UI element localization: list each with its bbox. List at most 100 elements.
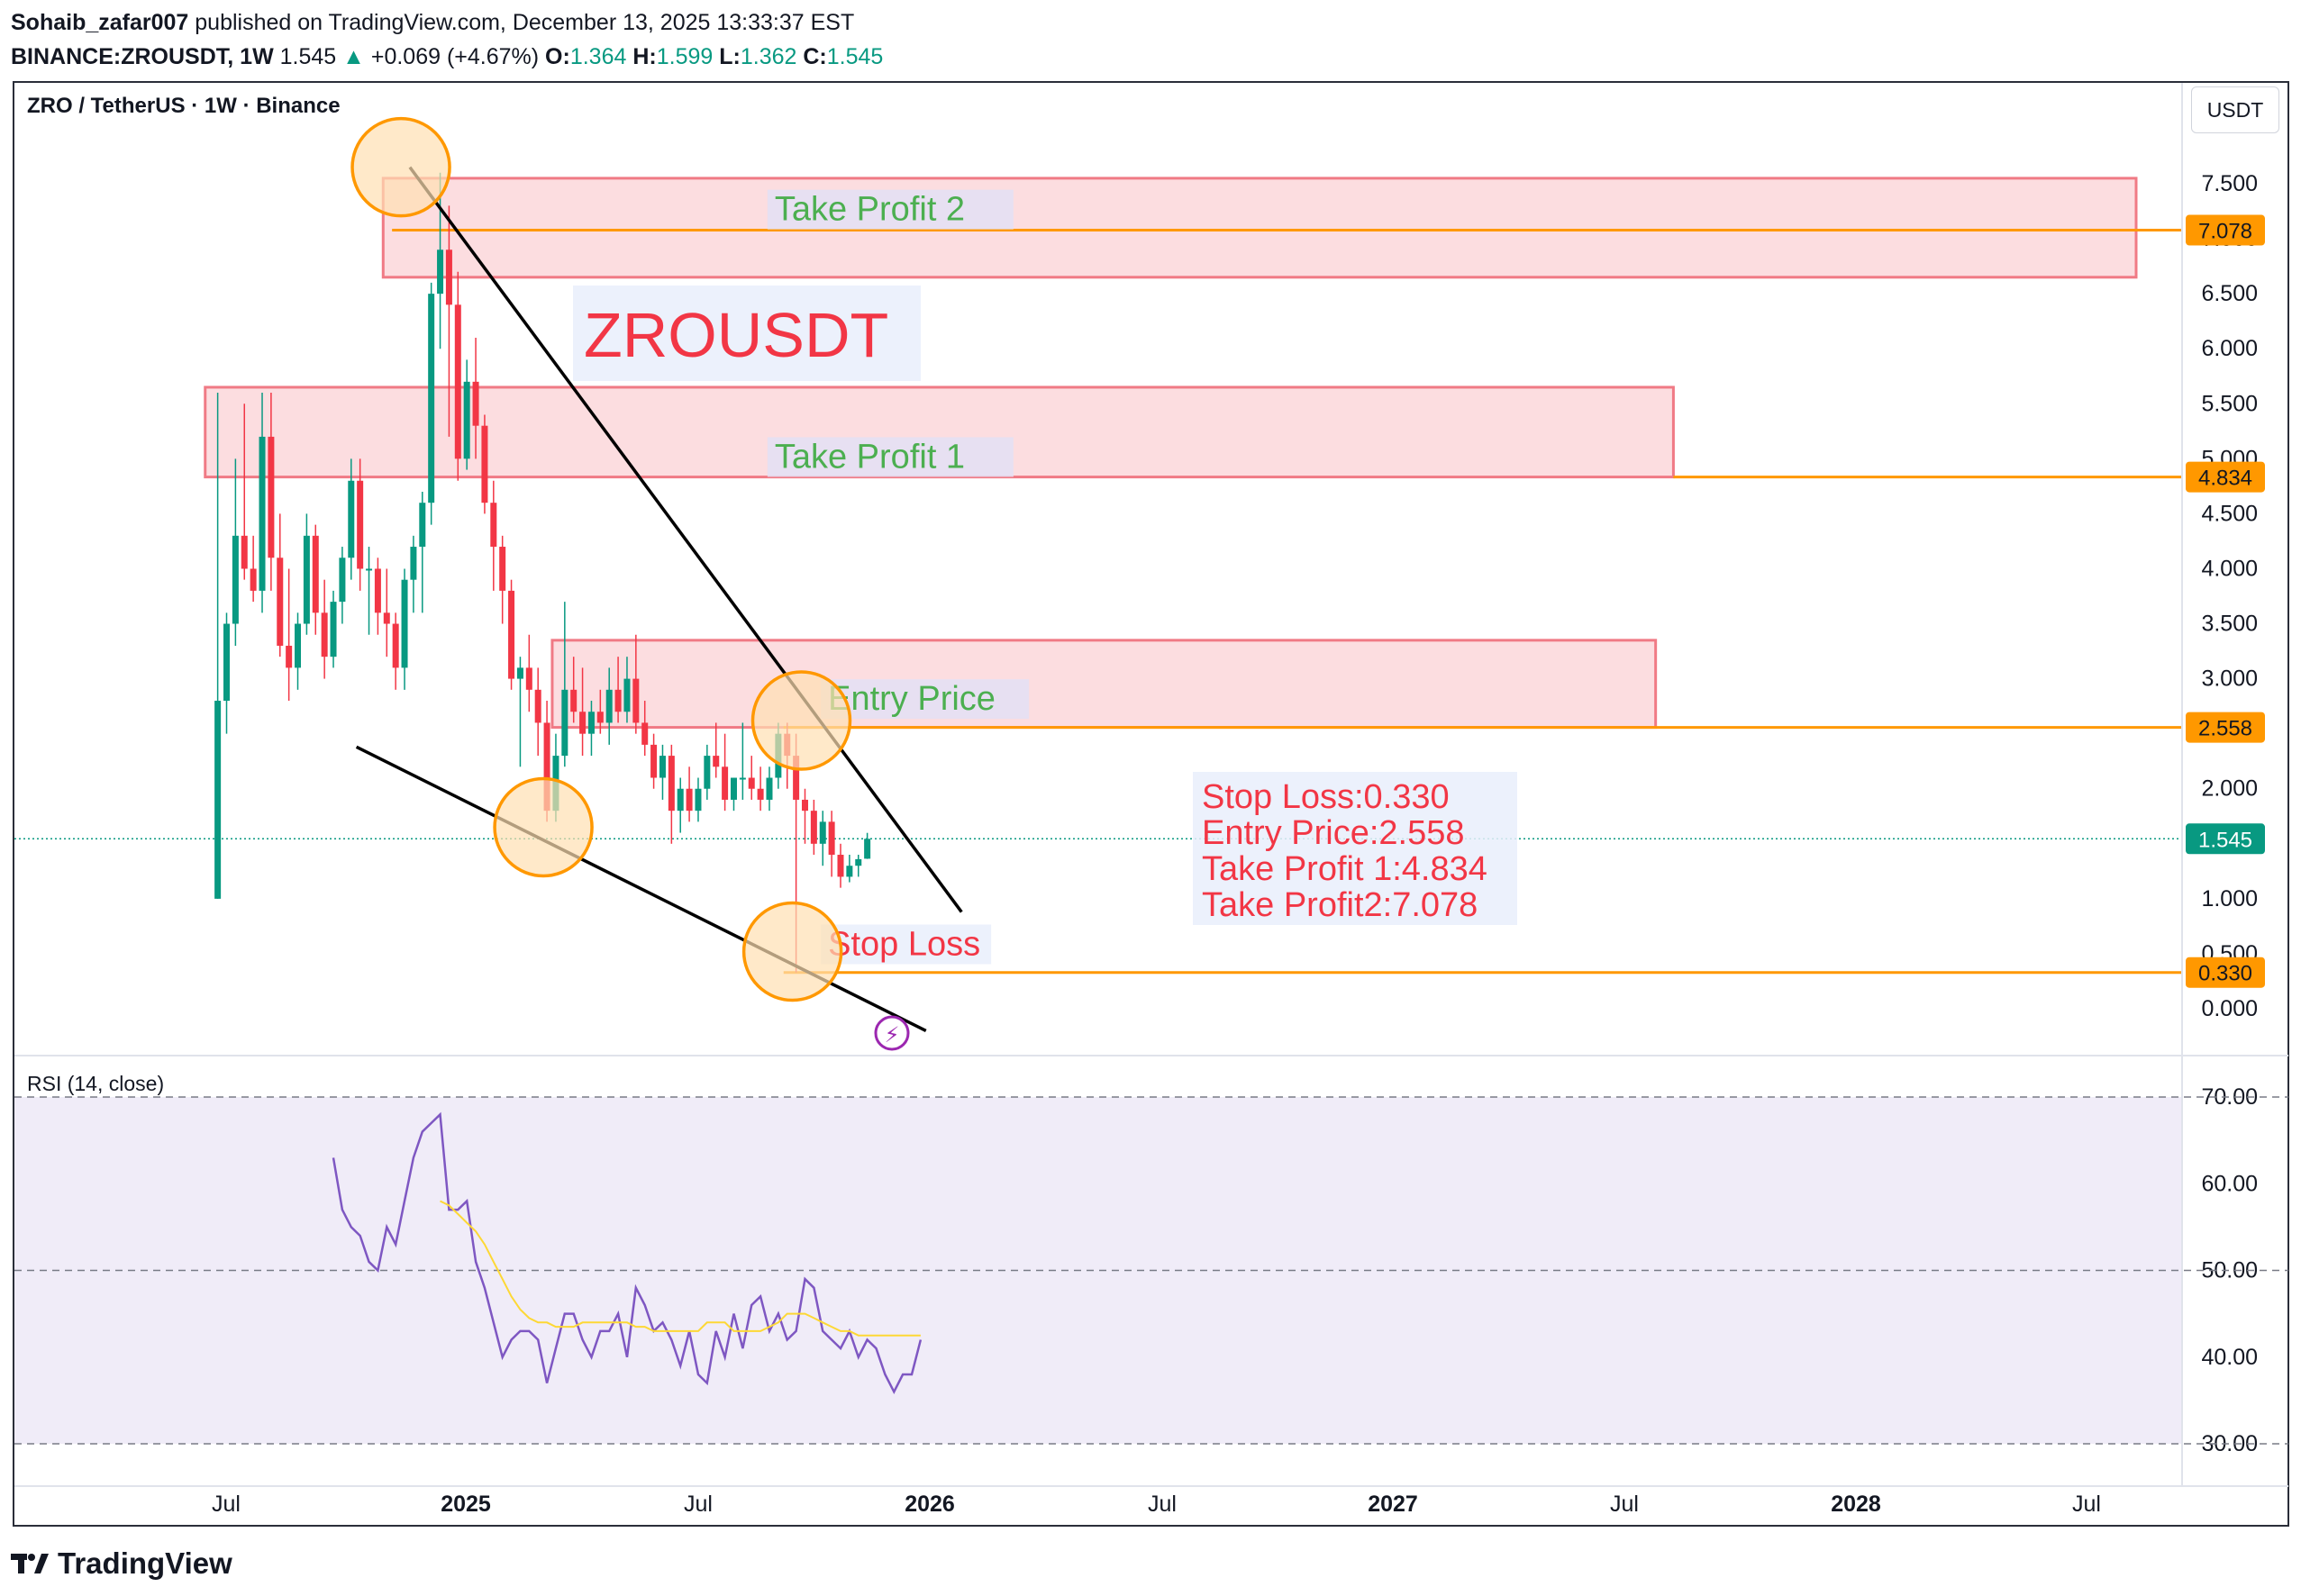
price-axis-label: 3.000 [2201,667,2258,692]
target-zone [550,639,1658,730]
time-axis-label: Jul [1148,1492,1177,1517]
author-name[interactable]: Sohaib_zafar007 [11,10,189,35]
candle-body [641,722,649,745]
change-arrow-icon: ▲ [342,44,365,69]
candle-body [428,294,435,503]
candle-body [695,788,702,812]
candle-body [463,381,470,459]
tradingview-logo[interactable]: TradingView [11,1546,232,1581]
candle-body [445,249,452,305]
high-value: 1.599 [656,44,714,69]
candle-body [357,480,364,569]
candle-body [534,689,541,723]
level-tag-label: 2.558 [2198,717,2252,741]
candle-body [481,425,488,503]
level-annotation: Take Profit 1 [775,438,965,476]
candle-body [632,678,640,723]
chart-frame [13,81,2289,1527]
pane-title: ZRO / TetherUS · 1W · Binance [27,94,341,118]
candle-body [828,821,835,856]
candle-body [650,744,658,778]
level-annotation: Entry Price [828,680,996,718]
info-box-line: Take Profit2:7.078 [1202,886,1478,924]
level-tag [2186,712,2265,743]
publish-line: Sohaib_zafar007 published on TradingView… [11,5,883,40]
candle-body [259,436,266,591]
currency-button[interactable]: USDT [2191,86,2279,133]
price-axis-label: 3.500 [2201,612,2258,637]
candle-body [766,777,773,800]
candle-body [855,858,862,866]
candle-body [472,381,479,426]
candle-body [277,558,284,646]
price-axis-label: 5.500 [2201,391,2258,416]
quote-line: BINANCE:ZROUSDT, 1W 1.545 ▲ +0.069 (+4.6… [11,40,883,74]
candle-body [508,590,515,679]
candle-body [713,756,720,767]
level-tag-label: 0.330 [2198,962,2252,986]
level-tag-label: 4.834 [2198,467,2252,491]
candle-body [330,602,337,657]
candle-body [659,756,666,778]
lightning-icon [874,1015,910,1051]
info-box-line: Entry Price:2.558 [1202,814,1464,852]
time-axis-label: 2027 [1368,1492,1418,1517]
candle-body [561,689,568,757]
candle-body [579,712,587,734]
price-axis-label: 2.000 [2201,776,2258,802]
candle-body [570,689,578,712]
lightning-glyph: ⚡ [885,1023,900,1047]
candle-body [499,547,506,591]
time-axis-label: Jul [212,1492,241,1517]
candle-body [623,678,631,712]
price-axis-label: 1.000 [2201,886,2258,911]
tradingview-brand: TradingView [58,1546,232,1580]
candle-body [668,756,675,812]
level-tag-label: 7.078 [2198,220,2252,244]
level-annotation: Stop Loss [828,925,980,963]
circle-marker [493,776,594,878]
candle-body [525,667,532,690]
level-annotation: Take Profit 2 [775,191,965,229]
symbol-label: BINANCE:ZROUSDT, 1W [11,44,274,69]
level-tag [2186,957,2265,988]
level-tag [2186,461,2265,493]
candle-body [516,667,523,679]
price-axis-label: 6.000 [2201,336,2258,361]
candle-body [801,799,808,812]
rsi-axis-label: 40.00 [2201,1345,2258,1370]
annotation-bg [767,437,1014,477]
annotation-bg [821,924,992,965]
last-price-tag [2186,823,2265,855]
candle-body [250,568,257,591]
candle-body [677,788,684,812]
candle-body [605,689,613,723]
candle-body [704,756,711,789]
candle-body [366,568,373,571]
candle-body [864,839,871,859]
time-axis-label: 2028 [1831,1492,1881,1517]
candle-body [223,623,231,702]
high-label: H: [632,44,657,69]
low-label: L: [719,44,741,69]
candle-body [419,503,426,548]
candle-body [339,558,346,603]
candle-body [241,535,248,569]
candle-body [410,547,417,580]
time-axis-label: Jul [684,1492,713,1517]
candle-body [348,480,355,558]
open-value: 1.364 [569,44,627,69]
last-price-tag-label: 1.545 [2198,828,2252,852]
time-axis-label: 2026 [905,1492,955,1517]
candle-body [295,623,302,668]
circle-marker [750,670,852,771]
trendline [408,166,963,913]
candle-body [819,821,826,844]
price-axis-label: 4.000 [2201,556,2258,581]
candle-body [757,788,764,800]
candle-body [543,722,550,812]
candle-body [810,811,817,844]
candle-body [312,535,319,613]
time-axis-label: Jul [1610,1492,1639,1517]
